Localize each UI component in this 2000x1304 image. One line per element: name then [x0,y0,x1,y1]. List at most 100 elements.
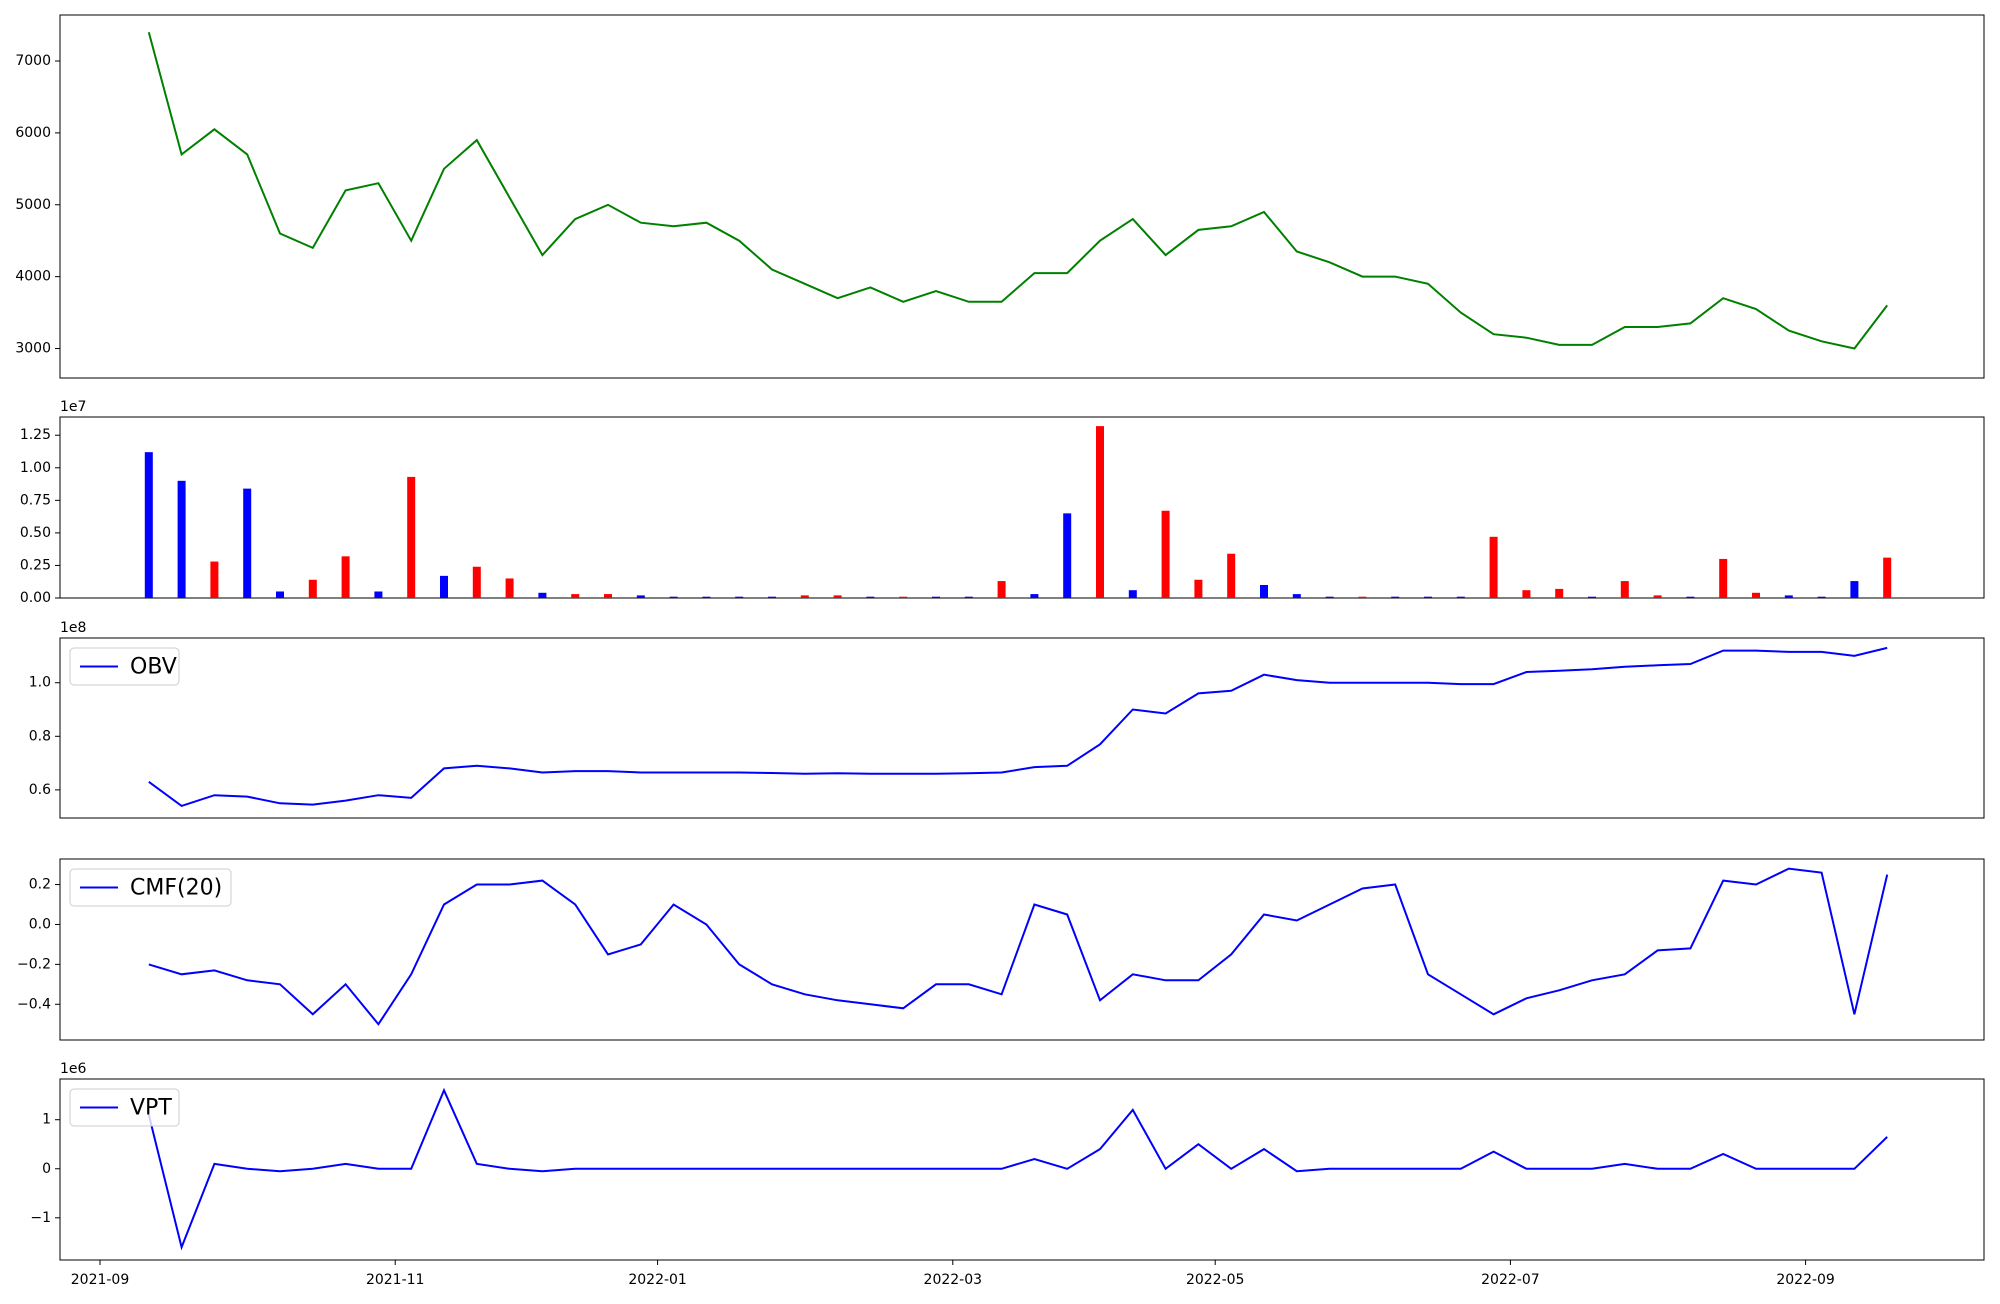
x-tick-label: 2021-09 [71,1272,130,1288]
x-tick-label: 2022-09 [1776,1272,1835,1288]
bar [899,596,908,598]
y-tick-label: 4000 [15,269,51,285]
plot-frame [59,637,1985,819]
bar [1096,426,1104,598]
y-tick-label: 5000 [15,197,51,213]
bar [1325,596,1334,598]
x-tick-label: 2022-01 [628,1272,687,1288]
bar [177,480,186,598]
legend: CMF(20) [130,876,222,901]
bar [1555,588,1564,598]
bar [1227,553,1236,598]
bar [1817,596,1826,598]
bar [636,595,645,598]
bar [1358,596,1367,598]
y-tick-label: 0.2 [29,877,51,893]
y-tick-label: 0.25 [20,557,51,573]
x-tick-label: 2022-07 [1481,1272,1540,1288]
x-tick-label: 2022-03 [924,1272,983,1288]
bar [997,581,1006,598]
bar [768,596,776,598]
y-tick-label: 0.0 [29,916,51,932]
bar [1030,594,1039,598]
plot-frame [59,416,1985,599]
bar [1391,596,1400,598]
bar [1850,581,1859,598]
bar [440,575,448,598]
bar [1620,581,1629,598]
bar [210,561,219,598]
y-tick-label: 0 [42,1161,51,1177]
bar [1063,513,1072,598]
y-tick-label: −0.2 [17,956,51,972]
bar [1752,592,1760,598]
plot-frame [59,1078,1985,1261]
y-tick-label: 1.0 [29,675,51,691]
bar [243,488,252,598]
bar [866,596,875,598]
bar [1784,595,1793,598]
bar [800,595,809,598]
legend-box [69,1088,180,1127]
bar [1424,596,1432,598]
bar [1161,510,1170,598]
bar [702,596,711,598]
bar [833,595,842,598]
bar [669,596,678,598]
bar [505,578,514,598]
bar [308,579,317,598]
bar [1883,557,1892,598]
y-tick-label: 3000 [15,341,51,357]
offset-label: 1e8 [60,620,86,636]
plot-frame [59,858,1985,1041]
bar [407,476,416,598]
bar [1128,590,1137,598]
bar [1260,584,1268,598]
offset-label: 1e6 [60,1061,87,1077]
line [147,32,1888,350]
legend-box [69,647,180,686]
bar [276,591,284,598]
bar [1194,579,1203,598]
bar [374,591,383,598]
y-tick-label: 0.75 [20,492,51,508]
line [148,646,1888,808]
bar [1653,595,1662,598]
y-tick-label: 0.00 [20,590,51,606]
line [147,1087,1888,1251]
bar [932,596,940,598]
bar [538,592,547,598]
plot-frame [59,14,1985,379]
bar [341,556,350,598]
y-tick-label: −1 [30,1210,51,1226]
bar [735,596,744,598]
y-tick-label: 0.50 [20,525,51,541]
bar [1489,536,1498,598]
bar [604,594,612,598]
y-tick-label: 1 [42,1112,51,1128]
bar [964,596,973,598]
y-tick-label: 0.8 [29,728,51,744]
bar [1686,596,1695,598]
line [148,867,1889,1026]
offset-label: 1e7 [60,399,86,415]
bar [571,594,580,598]
bar [1522,590,1531,598]
y-tick-label: 1.00 [20,460,51,476]
y-tick-label: 1.25 [20,427,51,443]
bar [1292,594,1301,598]
y-tick-label: 7000 [15,53,51,69]
bar [144,452,153,598]
y-tick-label: −0.4 [17,996,51,1012]
legend: OBV [130,655,177,680]
y-tick-label: 6000 [15,125,51,141]
bar [472,566,481,598]
bar [1719,558,1728,598]
y-tick-label: 0.6 [29,782,51,798]
legend: VPT [130,1096,172,1121]
bar [1456,596,1465,598]
x-tick-label: 2022-05 [1186,1272,1245,1288]
bar [1588,596,1596,598]
